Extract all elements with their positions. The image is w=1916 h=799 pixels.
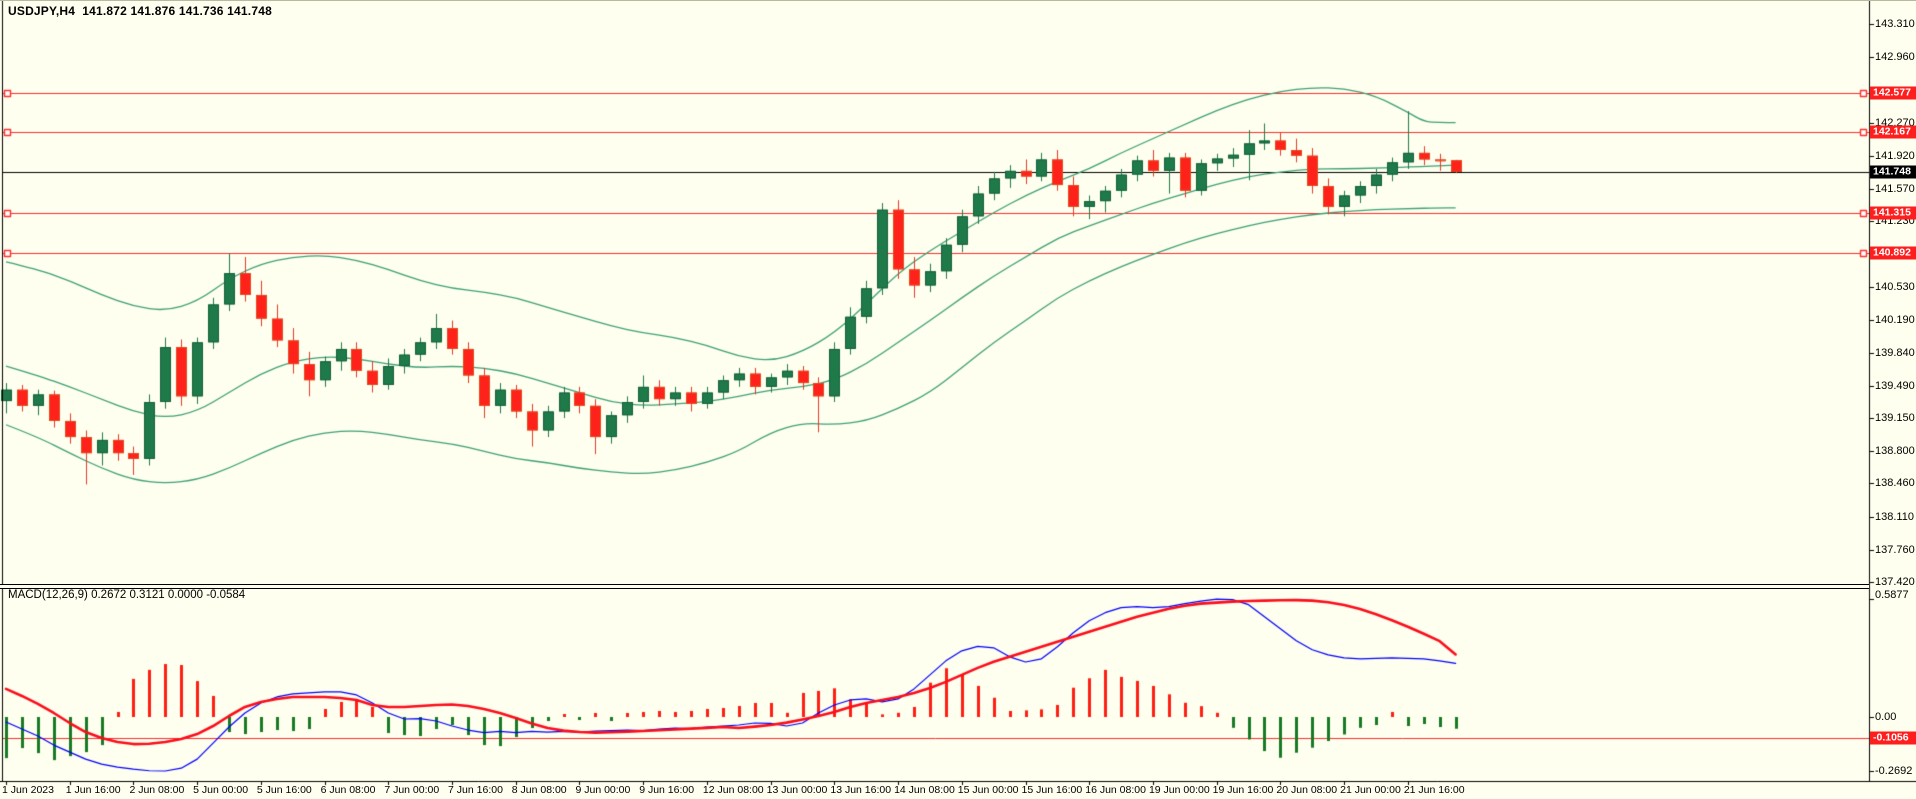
price-tick-label: 143.310	[1875, 18, 1915, 30]
price-tick-label: 137.760	[1875, 543, 1915, 556]
price-tick-label: 141.920	[1875, 149, 1915, 162]
time-tick-label: 1 Jun 16:00	[65, 784, 121, 796]
price-tick-label: 139.150	[1875, 412, 1915, 425]
price-tick-label: 138.800	[1875, 445, 1915, 458]
price-line-tag: 140.892	[1870, 246, 1916, 260]
time-tick-label: 20 Jun 08:00	[1276, 784, 1338, 796]
time-tick-label: 21 Jun 00:00	[1340, 784, 1401, 796]
time-tick-label: 5 Jun 00:00	[193, 784, 249, 796]
time-tick-label: 21 Jun 16:00	[1403, 784, 1465, 796]
time-tick-label: 14 Jun 08:00	[894, 784, 955, 796]
time-tick-label: 9 Jun 00:00	[575, 784, 631, 796]
time-tick-label: 6 Jun 08:00	[320, 784, 376, 796]
time-tick-label: 16 Jun 08:00	[1085, 784, 1146, 796]
current-price-tag: 141.748	[1870, 165, 1916, 179]
time-tick-label: 7 Jun 16:00	[448, 784, 503, 796]
macd-line-tag: -0.1056	[1870, 731, 1916, 745]
macd-tick-label: 0.00	[1875, 711, 1897, 723]
price-tick-label: 142.270	[1875, 116, 1915, 129]
time-tick-label: 15 Jun 00:00	[957, 784, 1019, 796]
price-tick-label: 141.570	[1875, 182, 1915, 195]
time-tick-label: 2 Jun 08:00	[129, 784, 185, 796]
price-tick-label: 140.530	[1875, 281, 1915, 294]
time-tick-label: 9 Jun 16:00	[639, 784, 695, 796]
macd-tick-label: -0.2692	[1875, 765, 1913, 777]
time-tick-label: 13 Jun 16:00	[830, 784, 892, 796]
time-tick-label: 7 Jun 00:00	[384, 784, 440, 796]
price-tick-label: 139.840	[1875, 346, 1915, 359]
price-line-tag: 141.315	[1870, 206, 1916, 220]
price-tick-label: 139.490	[1875, 379, 1915, 392]
time-tick-label: 8 Jun 08:00	[511, 784, 567, 796]
time-tick-label: 13 Jun 00:00	[766, 784, 828, 796]
price-line-tag: 142.167	[1870, 125, 1916, 139]
time-tick-label: 1 Jun 2023	[2, 784, 54, 796]
time-tick-label: 15 Jun 16:00	[1021, 784, 1083, 796]
panel-separator[interactable]	[0, 584, 1869, 589]
price-tick-label: 138.110	[1875, 510, 1914, 523]
price-line-tag: 142.577	[1870, 86, 1916, 100]
price-tick-label: 140.190	[1875, 313, 1915, 326]
macd-tick-label: 0.5877	[1875, 589, 1909, 602]
price-tick-label: 142.960	[1875, 51, 1915, 64]
time-tick-label: 19 Jun 00:00	[1148, 784, 1210, 796]
time-tick-label: 12 Jun 08:00	[702, 784, 764, 796]
price-tick-label: 138.460	[1875, 477, 1915, 490]
time-tick-label: 5 Jun 16:00	[256, 784, 312, 796]
price-tick-label: 137.420	[1875, 576, 1915, 589]
time-tick-label: 19 Jun 16:00	[1212, 784, 1274, 796]
